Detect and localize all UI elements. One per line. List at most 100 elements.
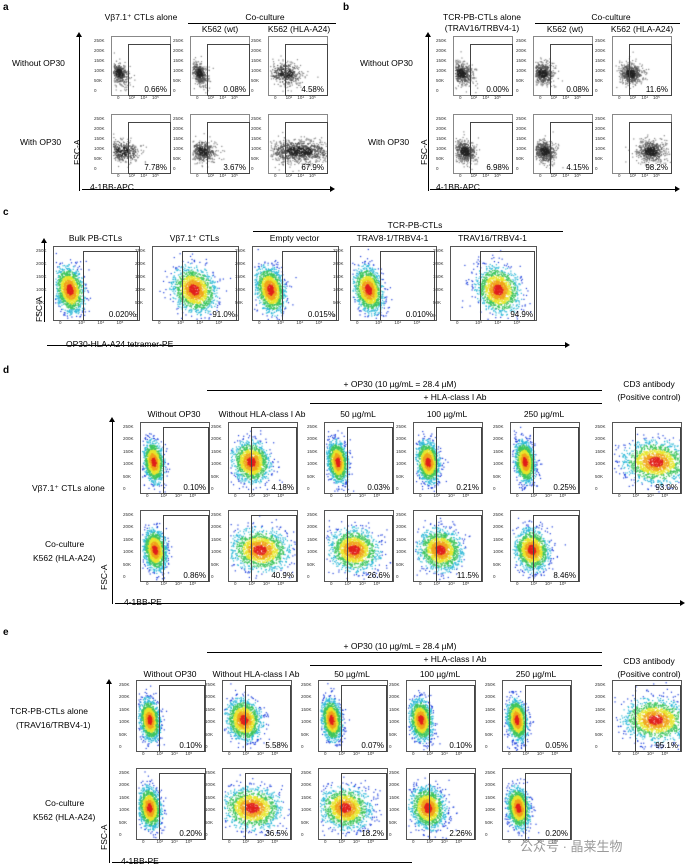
panel-c-plot-gate bbox=[181, 251, 237, 321]
panel-e-plot-percent: 18.2% bbox=[361, 829, 384, 838]
panel-e-plot-percent: 0.05% bbox=[545, 741, 568, 750]
y-tick: 250K bbox=[333, 248, 344, 253]
x-tick: 10⁴ bbox=[447, 493, 455, 498]
y-tick: 150K bbox=[119, 706, 130, 712]
panel-d-plot-dots bbox=[511, 423, 579, 493]
y-tick: 0 bbox=[205, 832, 208, 837]
y-tick: 100K bbox=[94, 146, 105, 151]
x-tick: 10⁵ bbox=[373, 581, 381, 586]
panel-b-plot: 4.15% bbox=[533, 114, 593, 174]
y-tick: 250K bbox=[173, 116, 184, 121]
x-tick: 10⁴ bbox=[641, 95, 649, 100]
panel-b-plot-percent: 0.08% bbox=[566, 85, 589, 94]
x-tick: 10⁴ bbox=[219, 95, 227, 100]
x-tick: 10⁴ bbox=[494, 320, 502, 325]
y-tick: 150K bbox=[493, 536, 504, 542]
panel-d-plot: 26.6% bbox=[324, 510, 394, 582]
panel-a-plot-dots bbox=[112, 37, 170, 95]
panel-b-plot-gate bbox=[470, 121, 513, 174]
panel-d-plot-gate bbox=[533, 514, 579, 582]
y-tick: 250K bbox=[119, 770, 130, 775]
x-tick: 10³ bbox=[78, 320, 85, 325]
y-tick: 250K bbox=[36, 248, 47, 253]
y-tick: 0 bbox=[595, 88, 598, 93]
x-tick: 10³ bbox=[156, 839, 163, 844]
y-tick: 0 bbox=[389, 832, 392, 837]
y-tick: 100K bbox=[595, 146, 606, 151]
y-tick: 200K bbox=[119, 782, 130, 788]
panel-e-plot-gate bbox=[429, 772, 475, 840]
x-tick: 10⁵ bbox=[455, 751, 463, 756]
y-tick: 250K bbox=[211, 512, 222, 517]
y-tick: 50K bbox=[135, 300, 144, 305]
y-tick: 50K bbox=[433, 300, 442, 305]
x-tick: 10³ bbox=[470, 95, 478, 100]
y-tick: 100K bbox=[333, 287, 344, 292]
panel-e-plot-gate bbox=[341, 684, 387, 752]
panel-d-row2-1: Co-culture bbox=[45, 539, 85, 549]
x-tick: 10⁵ bbox=[559, 581, 567, 586]
panel-d-col-label: 100 µg/mL bbox=[426, 409, 468, 419]
panel-e-plot-dots bbox=[503, 681, 571, 751]
y-tick: 200K bbox=[205, 694, 216, 700]
y-tick: 100K bbox=[516, 146, 527, 151]
y-tick: 100K bbox=[251, 68, 262, 73]
panel-d-plot-percent: 0.21% bbox=[456, 483, 479, 492]
y-tick: 250K bbox=[485, 770, 496, 775]
panel-a-plot-gate bbox=[207, 121, 250, 174]
x-tick: 10³ bbox=[426, 839, 433, 844]
panel-d-plot-dots bbox=[414, 423, 482, 493]
panel-e-plot-gate bbox=[429, 684, 475, 752]
x-tick: 0 bbox=[412, 751, 415, 756]
y-tick: 250K bbox=[123, 512, 134, 517]
x-tick: 10⁵ bbox=[551, 751, 559, 756]
y-tick: 150K bbox=[333, 274, 344, 279]
x-tick: 10⁵ bbox=[116, 320, 124, 325]
y-tick: 0 bbox=[123, 574, 126, 579]
x-tick: 10³ bbox=[522, 751, 529, 756]
panel-b-plot-dots bbox=[613, 37, 671, 95]
y-tick: 50K bbox=[436, 78, 445, 83]
panel-d-plot-dots bbox=[325, 511, 393, 581]
y-tick: 50K bbox=[493, 473, 502, 479]
panel-d-plot: 0.21% bbox=[413, 422, 483, 494]
x-tick: 10⁵ bbox=[413, 320, 421, 325]
x-tick: 0 bbox=[274, 95, 277, 100]
y-tick: 100K bbox=[173, 146, 184, 151]
x-tick: 10⁵ bbox=[185, 839, 193, 844]
y-tick: 250K bbox=[173, 38, 184, 43]
x-tick: 10⁵ bbox=[559, 493, 567, 498]
y-tick: 150K bbox=[436, 58, 447, 63]
y-tick: 150K bbox=[123, 448, 134, 454]
y-tick: 150K bbox=[173, 58, 184, 63]
x-tick: 0 bbox=[330, 581, 333, 586]
y-tick: 250K bbox=[123, 424, 134, 429]
y-tick: 250K bbox=[595, 38, 606, 43]
x-tick: 0 bbox=[142, 751, 145, 756]
x-tick: 10⁵ bbox=[462, 581, 470, 586]
panel-b-plot: 0.00% bbox=[453, 36, 513, 96]
panel-e-plot: 0.20% bbox=[502, 768, 572, 840]
x-tick: 10⁴ bbox=[262, 581, 270, 586]
panel-e-col-label: Without OP30 bbox=[143, 669, 197, 679]
panel-a-plot: 3.67% bbox=[190, 114, 250, 174]
y-tick: 0 bbox=[493, 574, 496, 579]
panel-d-cd3-1: CD3 antibody bbox=[623, 379, 675, 389]
panel-a-label: a bbox=[3, 2, 9, 13]
y-tick: 150K bbox=[235, 274, 246, 279]
y-tick: 250K bbox=[251, 116, 262, 121]
panel-c-plot: 0.010% bbox=[350, 246, 437, 321]
y-tick: 50K bbox=[94, 78, 103, 83]
y-tick: 150K bbox=[307, 448, 318, 454]
y-tick: 100K bbox=[493, 461, 504, 467]
panel-a-ylabel: FSC-A bbox=[72, 139, 82, 166]
x-tick: 0 bbox=[59, 320, 62, 325]
panel-e-row2-1: Co-culture bbox=[45, 798, 85, 808]
panel-a-row1: Without OP30 bbox=[12, 58, 65, 68]
x-tick: 10⁴ bbox=[296, 320, 304, 325]
x-tick: 10⁵ bbox=[189, 581, 197, 586]
panel-b-plot: 0.08% bbox=[533, 36, 593, 96]
x-tick: 10⁵ bbox=[152, 173, 159, 178]
x-tick: 0 bbox=[234, 581, 237, 586]
y-tick: 200K bbox=[135, 261, 146, 266]
